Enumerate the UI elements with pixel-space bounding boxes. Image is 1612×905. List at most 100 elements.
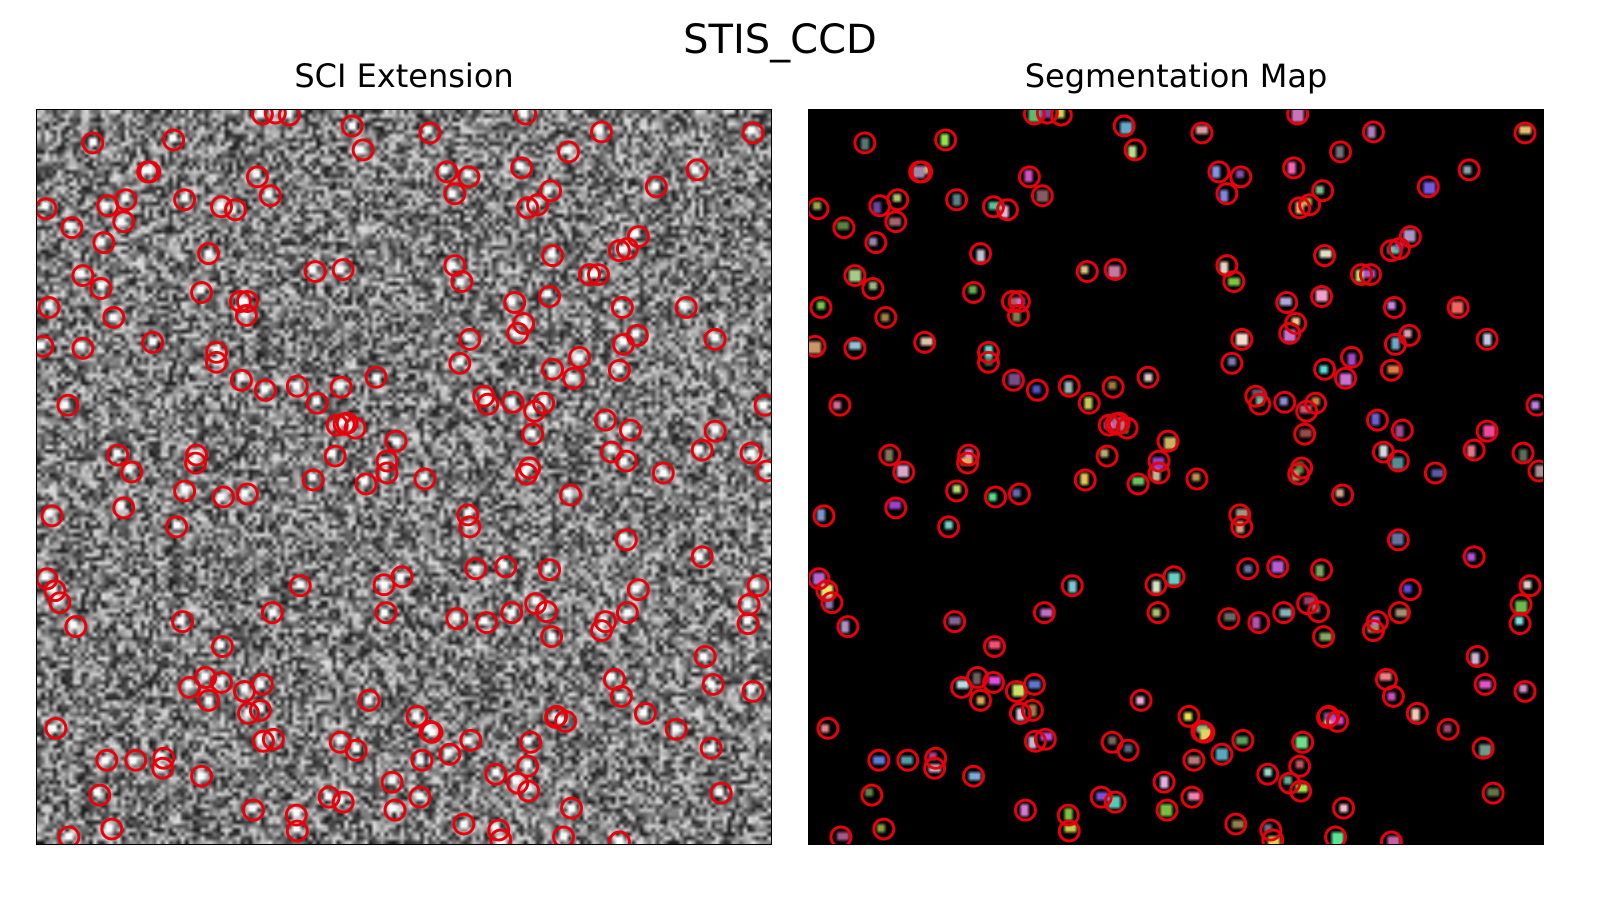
source-marker bbox=[737, 593, 761, 617]
source-marker bbox=[1007, 482, 1031, 506]
source-marker bbox=[1089, 785, 1113, 809]
source-marker bbox=[1465, 645, 1489, 668]
source-marker bbox=[568, 345, 591, 369]
source-marker bbox=[173, 479, 197, 503]
source-marker bbox=[89, 277, 113, 300]
source-marker bbox=[1247, 611, 1271, 635]
source-marker bbox=[699, 736, 723, 760]
source-marker bbox=[1508, 612, 1532, 636]
source-marker bbox=[746, 574, 770, 598]
source-marker bbox=[1475, 419, 1499, 443]
source-marker bbox=[541, 244, 565, 268]
source-marker bbox=[1152, 770, 1176, 794]
source-marker bbox=[867, 748, 891, 772]
source-marker bbox=[886, 188, 910, 212]
source-marker bbox=[1398, 578, 1422, 602]
source-marker bbox=[1215, 182, 1239, 206]
source-marker bbox=[458, 515, 482, 539]
source-marker bbox=[1006, 303, 1030, 327]
source-marker bbox=[120, 460, 144, 484]
source-marker bbox=[966, 665, 990, 689]
source-marker bbox=[435, 160, 459, 184]
source-marker bbox=[60, 216, 84, 240]
source-marker bbox=[1287, 462, 1311, 486]
source-marker bbox=[755, 459, 771, 483]
source-marker bbox=[445, 607, 469, 631]
source-marker bbox=[95, 748, 119, 772]
source-marker bbox=[809, 295, 833, 319]
source-marker bbox=[1022, 672, 1046, 696]
source-marker bbox=[331, 258, 355, 282]
source-marker bbox=[194, 665, 218, 689]
source-marker bbox=[664, 717, 688, 741]
source-marker bbox=[277, 110, 301, 127]
source-marker bbox=[1405, 701, 1429, 725]
source-marker bbox=[1307, 600, 1331, 624]
source-marker bbox=[739, 441, 763, 465]
source-marker bbox=[956, 451, 980, 475]
source-marker bbox=[701, 672, 725, 696]
source-marker bbox=[1103, 258, 1127, 282]
source-marker bbox=[1025, 378, 1049, 402]
source-marker bbox=[1282, 156, 1306, 180]
source-marker bbox=[284, 803, 308, 827]
source-marker bbox=[1471, 736, 1495, 760]
source-marker bbox=[538, 285, 562, 308]
source-marker bbox=[521, 422, 545, 446]
source-marker bbox=[874, 305, 898, 329]
source-marker bbox=[962, 281, 986, 304]
source-marker bbox=[1313, 244, 1337, 268]
source-marker bbox=[197, 242, 221, 266]
source-marker bbox=[305, 391, 329, 415]
source-marker bbox=[984, 485, 1007, 509]
source-marker bbox=[1334, 366, 1358, 390]
source-marker bbox=[48, 591, 72, 615]
source-marker bbox=[995, 198, 1019, 222]
source-marker bbox=[1475, 327, 1499, 351]
source-marker bbox=[514, 110, 538, 126]
source-marker bbox=[1365, 610, 1389, 634]
source-marker bbox=[526, 193, 550, 217]
source-marker bbox=[815, 579, 839, 603]
source-marker bbox=[1248, 392, 1272, 416]
source-marker bbox=[448, 351, 472, 375]
source-marker bbox=[1311, 179, 1335, 203]
source-marker bbox=[1386, 528, 1410, 552]
source-marker bbox=[943, 610, 967, 634]
source-marker bbox=[64, 615, 88, 639]
source-marker bbox=[540, 625, 564, 649]
source-marker bbox=[1518, 574, 1542, 598]
source-marker bbox=[106, 443, 130, 467]
source-marker bbox=[1291, 730, 1315, 754]
source-marker bbox=[1288, 196, 1312, 220]
source-marker bbox=[615, 601, 639, 625]
source-marker bbox=[1289, 779, 1313, 803]
source-marker bbox=[924, 746, 948, 770]
source-marker bbox=[1023, 729, 1047, 753]
source-marker bbox=[982, 670, 1005, 694]
source-marker bbox=[443, 182, 467, 206]
source-marker bbox=[1101, 375, 1125, 399]
source-marker bbox=[977, 340, 1000, 364]
source-marker bbox=[693, 645, 717, 668]
source-marker bbox=[71, 336, 95, 360]
source-marker bbox=[977, 350, 1000, 374]
source-marker bbox=[1457, 158, 1481, 182]
source-marker bbox=[896, 748, 920, 772]
source-marker bbox=[228, 290, 252, 313]
source-marker bbox=[1365, 408, 1389, 432]
source-marker bbox=[1284, 311, 1308, 335]
source-marker bbox=[484, 762, 508, 786]
source-marker bbox=[736, 612, 760, 636]
source-marker bbox=[458, 327, 482, 351]
source-marker bbox=[1387, 601, 1411, 625]
source-marker bbox=[37, 334, 55, 358]
source-marker bbox=[56, 393, 80, 417]
source-marker bbox=[92, 231, 116, 255]
source-marker bbox=[853, 131, 877, 155]
source-marker bbox=[1230, 515, 1254, 539]
source-marker bbox=[1236, 557, 1260, 581]
source-marker bbox=[1020, 698, 1044, 722]
source-marker bbox=[1324, 825, 1348, 844]
source-marker bbox=[211, 635, 234, 659]
